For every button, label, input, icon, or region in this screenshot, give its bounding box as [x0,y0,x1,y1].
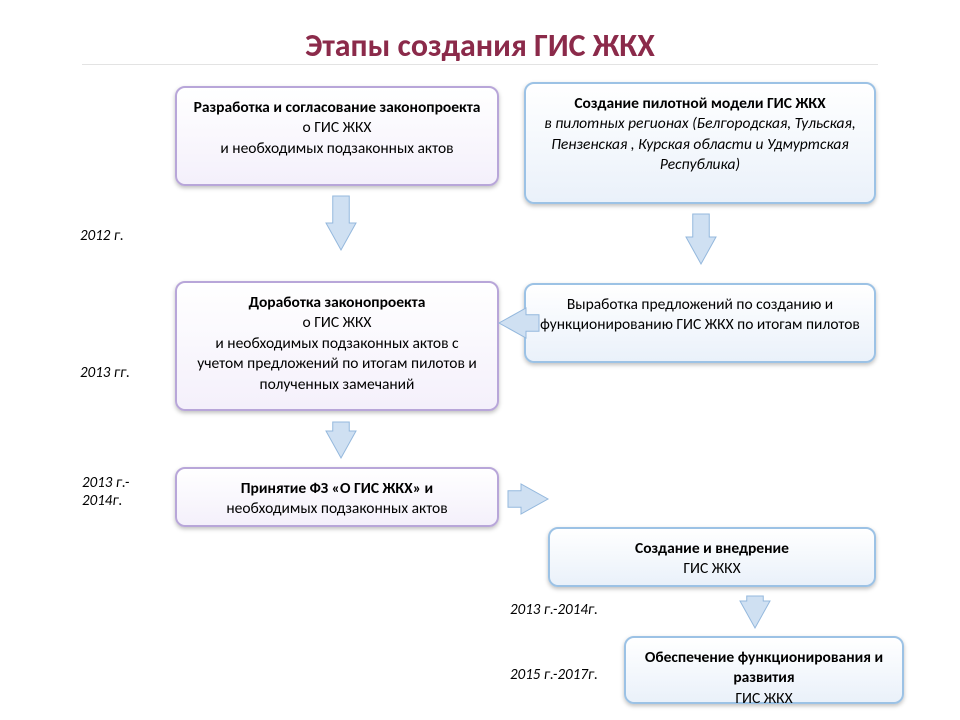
box-line: о ГИС ЖКХ [191,118,483,138]
arrow-a3 [499,308,539,338]
box-line: Принятие ФЗ «О ГИС ЖКХ» и [191,479,483,499]
arrow-a2 [686,214,716,264]
box-line: необходимых подзаконных актов [191,499,483,519]
box-line: и необходимых подзаконных актов с учетом… [191,334,483,395]
box-b7: Обеспечение функционирования и развитияГ… [624,636,904,704]
box-line: Выработка предложений по созданию и функ… [540,295,860,336]
arrow-a6 [740,596,770,628]
box-line: Создание пилотной модели ГИС ЖКХ [540,94,860,114]
box-line: Разработка и согласование законопроекта [191,98,483,118]
box-b2: Создание пилотной модели ГИС ЖКХв пилотн… [524,82,876,204]
box-line: Обеспечение функционирования и развития [640,648,888,689]
box-line: ГИС ЖКХ [640,689,888,709]
year-label: 2013 гг. [80,364,130,382]
year-label: 2013 г.-2014г. [510,601,598,619]
title-rule [82,64,878,65]
box-line: ГИС ЖКХ [564,559,860,579]
box-b3: Доработка законопроектао ГИС ЖКХи необхо… [175,281,499,411]
box-line: Доработка законопроекта [191,293,483,313]
arrow-a5 [508,484,548,514]
box-b1: Разработка и согласование законопроектао… [175,86,499,186]
arrow-a4 [326,422,356,458]
year-label: 2013 г.- 2014г. [82,474,130,510]
arrow-a1 [326,196,356,250]
box-line: и необходимых подзаконных актов [191,139,483,159]
box-line: о ГИС ЖКХ [191,313,483,333]
box-line: Создание и внедрение [564,539,860,559]
page-title: Этапы создания ГИС ЖКХ [0,26,960,65]
box-b4: Выработка предложений по созданию и функ… [524,283,876,363]
year-label: 2015 г.-2017г. [510,666,598,684]
box-b5: Принятие ФЗ «О ГИС ЖКХ» инеобходимых под… [175,467,499,527]
box-b6: Создание и внедрениеГИС ЖКХ [548,527,876,587]
year-label: 2012 г. [80,227,124,245]
box-line: в пилотных регионах (Белгородская, Тульс… [540,114,860,175]
